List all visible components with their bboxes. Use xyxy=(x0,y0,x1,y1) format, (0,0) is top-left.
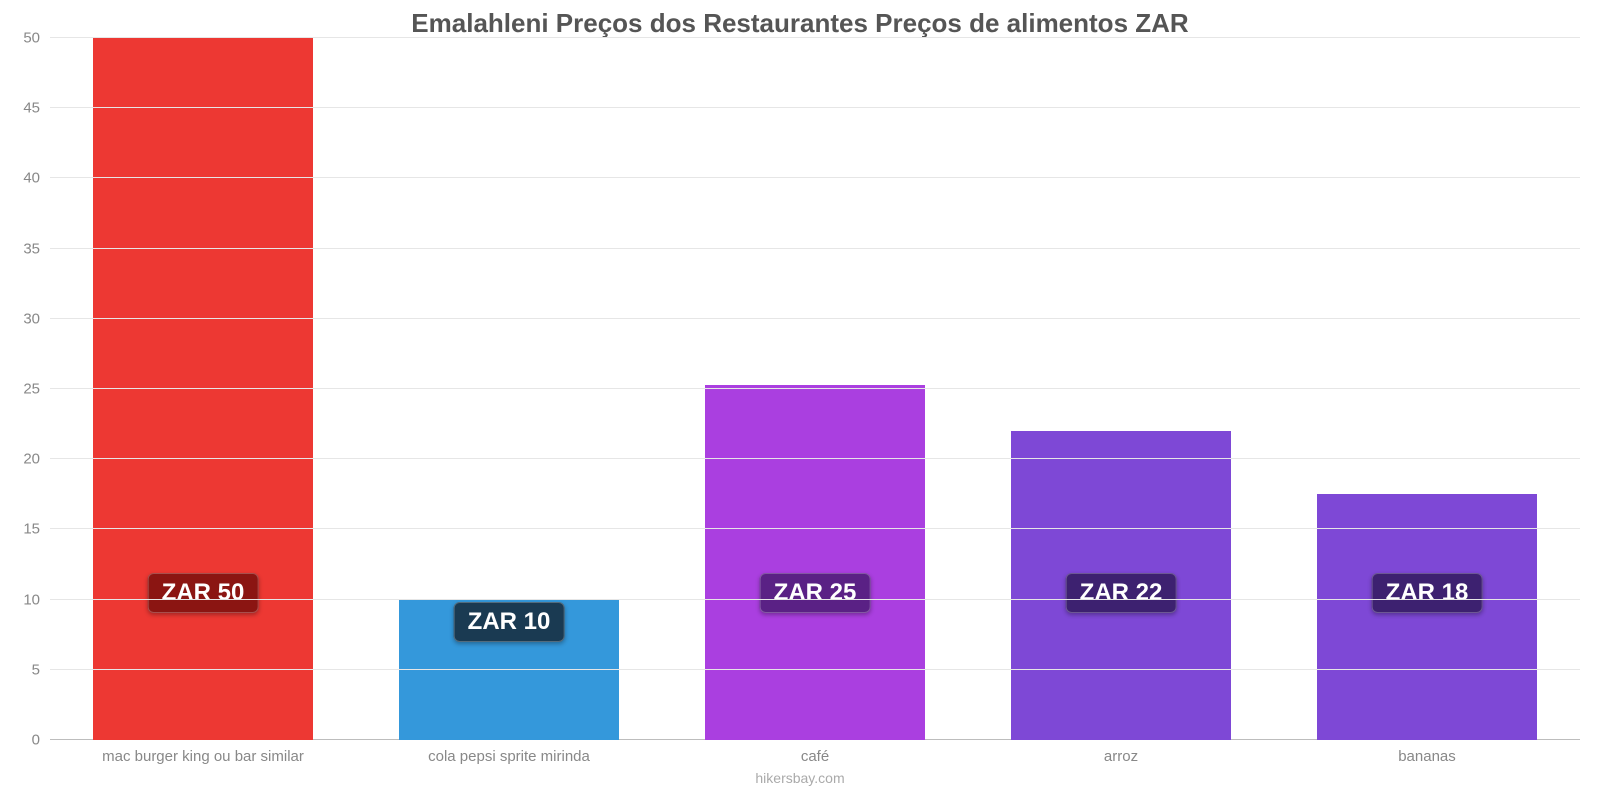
y-tick-label: 45 xyxy=(23,100,40,117)
y-tick-label: 35 xyxy=(23,240,40,257)
bars-container: ZAR 50 ZAR 10 ZAR 25 ZAR 22 ZAR 18 xyxy=(50,38,1580,740)
bar: ZAR 18 xyxy=(1317,494,1537,740)
bar-slot: ZAR 10 xyxy=(356,38,662,740)
y-tick-label: 10 xyxy=(23,591,40,608)
attribution-text: hikersbay.com xyxy=(0,770,1600,786)
y-tick-label: 5 xyxy=(32,661,40,678)
y-tick-label: 30 xyxy=(23,310,40,327)
bar-slot: ZAR 18 xyxy=(1274,38,1580,740)
x-axis-label: arroz xyxy=(968,740,1274,765)
price-bar-chart: Emalahleni Preços dos Restaurantes Preço… xyxy=(0,0,1600,800)
y-tick-label: 50 xyxy=(23,30,40,47)
y-tick-label: 20 xyxy=(23,451,40,468)
gridline xyxy=(50,177,1580,178)
gridline xyxy=(50,107,1580,108)
gridline xyxy=(50,458,1580,459)
gridline xyxy=(50,37,1580,38)
chart-title: Emalahleni Preços dos Restaurantes Preço… xyxy=(0,0,1600,39)
bar-value-badge: ZAR 25 xyxy=(760,573,871,613)
gridline xyxy=(50,599,1580,600)
bar: ZAR 50 xyxy=(93,38,313,740)
gridline xyxy=(50,318,1580,319)
y-tick-label: 0 xyxy=(32,732,40,749)
gridline xyxy=(50,528,1580,529)
bar-value-badge: ZAR 50 xyxy=(148,573,259,613)
plot-area: ZAR 50ZAR 10ZAR 25ZAR 22ZAR 18 051015202… xyxy=(50,38,1580,740)
x-axis-label: cola pepsi sprite mirinda xyxy=(356,740,662,765)
bar-slot: ZAR 50 xyxy=(50,38,356,740)
x-axis-label: café xyxy=(662,740,968,765)
gridline xyxy=(50,669,1580,670)
gridline xyxy=(50,248,1580,249)
bar: ZAR 25 xyxy=(705,385,925,740)
bar-slot: ZAR 25 xyxy=(662,38,968,740)
bar-value-badge: ZAR 10 xyxy=(454,602,565,642)
x-axis-labels: mac burger king ou bar similarcola pepsi… xyxy=(50,740,1580,765)
x-axis-label: mac burger king ou bar similar xyxy=(50,740,356,765)
x-axis-label: bananas xyxy=(1274,740,1580,765)
bar: ZAR 22 xyxy=(1011,431,1231,740)
gridline xyxy=(50,388,1580,389)
bar-value-badge: ZAR 18 xyxy=(1372,573,1483,613)
y-tick-label: 40 xyxy=(23,170,40,187)
bar-value-badge: ZAR 22 xyxy=(1066,573,1177,613)
y-tick-label: 15 xyxy=(23,521,40,538)
y-tick-label: 25 xyxy=(23,381,40,398)
bar-slot: ZAR 22 xyxy=(968,38,1274,740)
